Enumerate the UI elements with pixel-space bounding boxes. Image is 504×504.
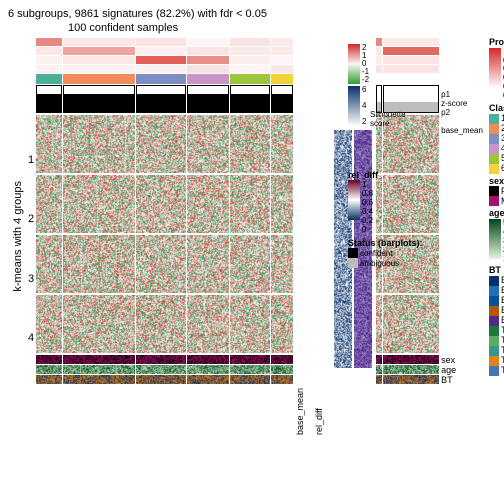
heatmap-block [136, 295, 186, 353]
heatmap-block [187, 295, 229, 353]
heatmap-block [230, 115, 270, 173]
heatmap-block [271, 175, 293, 233]
top-strips-right [376, 38, 439, 73]
heatmap-block [136, 235, 186, 293]
class-strip-right [376, 74, 439, 84]
heatmap-block [63, 175, 135, 233]
heatmap-block [63, 115, 135, 173]
y-axis-label: k-means with 4 groups [8, 38, 28, 435]
barplot-strip-right [376, 85, 439, 113]
heatmap-block [187, 235, 229, 293]
heatmap-block [230, 295, 270, 353]
silhouette-barplot-strip [36, 85, 332, 113]
class-color-strip [36, 74, 332, 84]
heatmap-block [376, 295, 382, 353]
heatmap-block [36, 175, 62, 233]
row-group-labels: 1234 [28, 130, 36, 368]
main-plot-area: k-means with 4 groups 1234 base_meanrel_… [8, 38, 496, 435]
heatmap-block [136, 175, 186, 233]
main-title: 6 subgroups, 9861 signatures (82.2%) wit… [8, 8, 496, 20]
bottom-rotated-labels: base_meanrel_diff [295, 385, 332, 435]
top-strip-labels: p1z-scorep2base_mean [441, 90, 483, 135]
legend-column: Prob10.80.60.40.20Class123456sexFMage504… [489, 38, 504, 435]
heatmap-block [63, 235, 135, 293]
heatmap-block [271, 295, 293, 353]
heatmap-block [63, 295, 135, 353]
plot-column: base_meanrel_diff [36, 38, 332, 435]
heatmap-block [36, 115, 62, 173]
heatmap-block [383, 295, 439, 353]
heatmap-block [230, 175, 270, 233]
heatmap-block [36, 295, 62, 353]
heatmap-grid [36, 113, 332, 353]
bottom-annotation-labels: sexageBT [441, 355, 483, 385]
heatmap-block [187, 175, 229, 233]
bottom-annotation-strips [36, 355, 332, 384]
top-annotation-strips [36, 38, 332, 73]
bottom-strips-right [376, 355, 439, 384]
heatmap-block [36, 235, 62, 293]
heatmap-block [187, 115, 229, 173]
subtitle: 100 confident samples [68, 22, 496, 34]
heatmap-block [136, 115, 186, 173]
bottom-annotation-label-column: p1z-scorep2base_mean sexageBT [441, 38, 483, 435]
heatmap-block [271, 115, 293, 173]
heatmap-block [230, 235, 270, 293]
heatmap-block [271, 235, 293, 293]
